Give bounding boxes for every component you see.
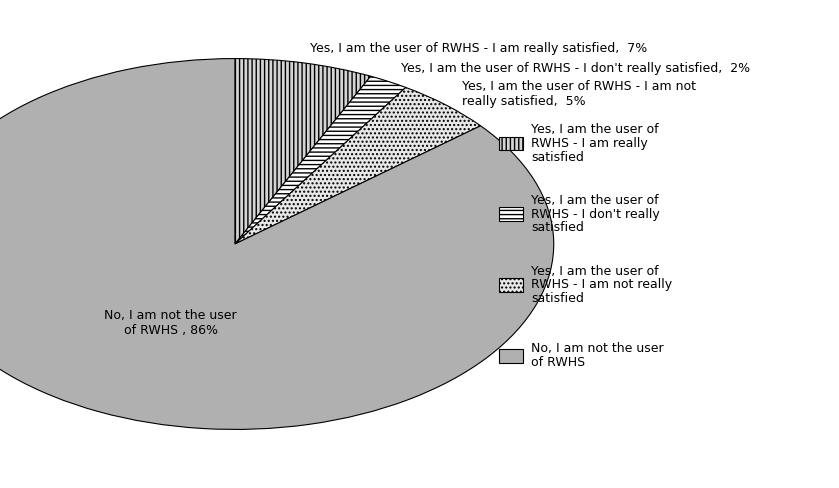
Wedge shape bbox=[235, 87, 481, 244]
Text: Yes, I am the user of: Yes, I am the user of bbox=[531, 123, 659, 136]
Text: RWHS - I don't really: RWHS - I don't really bbox=[531, 208, 659, 221]
Text: satisfied: satisfied bbox=[531, 222, 584, 234]
FancyBboxPatch shape bbox=[499, 349, 523, 363]
Wedge shape bbox=[0, 59, 554, 429]
Text: RWHS - I am not really: RWHS - I am not really bbox=[531, 279, 672, 291]
FancyBboxPatch shape bbox=[499, 278, 523, 292]
Wedge shape bbox=[235, 76, 406, 244]
Text: No, I am not the user
of RWHS , 86%: No, I am not the user of RWHS , 86% bbox=[104, 309, 237, 338]
Text: Yes, I am the user of: Yes, I am the user of bbox=[531, 194, 659, 207]
Text: satisfied: satisfied bbox=[531, 292, 584, 305]
Text: Yes, I am the user of RWHS - I am really satisfied,  7%: Yes, I am the user of RWHS - I am really… bbox=[310, 42, 647, 55]
FancyBboxPatch shape bbox=[499, 207, 523, 221]
Text: No, I am not the user: No, I am not the user bbox=[531, 343, 664, 355]
Text: Yes, I am the user of RWHS - I am not
really satisfied,  5%: Yes, I am the user of RWHS - I am not re… bbox=[462, 80, 696, 108]
Text: Yes, I am the user of: Yes, I am the user of bbox=[531, 265, 659, 278]
Text: of RWHS: of RWHS bbox=[531, 356, 586, 369]
Text: RWHS - I am really: RWHS - I am really bbox=[531, 137, 648, 150]
FancyBboxPatch shape bbox=[499, 137, 523, 150]
Wedge shape bbox=[235, 59, 371, 244]
Text: satisfied: satisfied bbox=[531, 151, 584, 163]
Text: Yes, I am the user of RWHS - I don't really satisfied,  2%: Yes, I am the user of RWHS - I don't rea… bbox=[401, 62, 750, 75]
